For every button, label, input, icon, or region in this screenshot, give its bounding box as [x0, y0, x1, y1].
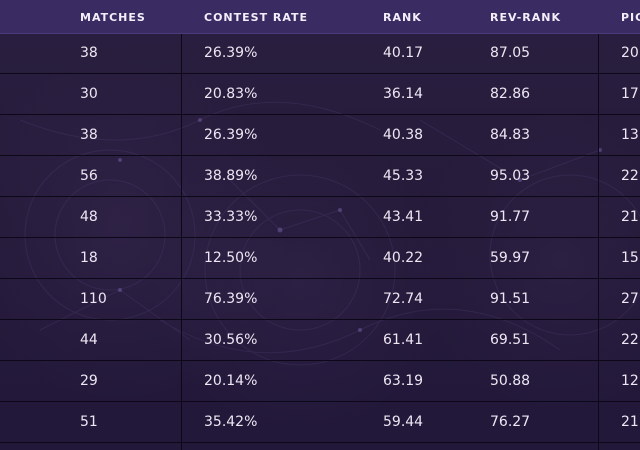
cell-contest-rate: 26.39% [204, 45, 258, 61]
table-row: 29 20.14% 63.19 50.88 12 [0, 361, 640, 402]
column-divider [181, 0, 182, 450]
cell-rev-rank: 59.97 [490, 250, 531, 266]
table-row: 51 35.42% 59.44 76.27 21 [0, 402, 640, 443]
table-body: 38 26.39% 40.17 87.05 20 30 20.83% 36.14… [0, 33, 640, 443]
table-row: 18 12.50% 40.22 59.97 15 [0, 238, 640, 279]
cell-rev-rank: 82.86 [490, 86, 531, 102]
cell-contest-rate: 33.33% [204, 209, 258, 225]
cell-rank: 40.17 [383, 45, 424, 61]
cell-rank: 43.41 [383, 209, 424, 225]
cell-pick: 27 [621, 291, 639, 307]
cell-rev-rank: 91.51 [490, 291, 531, 307]
cell-matches: 29 [80, 373, 98, 389]
table-row: 56 38.89% 45.33 95.03 22 [0, 156, 640, 197]
header-matches[interactable]: MATCHES [80, 11, 146, 24]
cell-pick: 21 [621, 414, 639, 430]
header-contest-rate[interactable]: CONTEST RATE [204, 11, 309, 24]
cell-matches: 48 [80, 209, 98, 225]
cell-contest-rate: 38.89% [204, 168, 258, 184]
cell-rank: 40.22 [383, 250, 424, 266]
cell-matches: 18 [80, 250, 98, 266]
cell-rev-rank: 69.51 [490, 332, 531, 348]
cell-rank: 45.33 [383, 168, 424, 184]
cell-rev-rank: 76.27 [490, 414, 531, 430]
cell-matches: 56 [80, 168, 98, 184]
cell-matches: 30 [80, 86, 98, 102]
cell-pick: 21 [621, 209, 639, 225]
table-header: MATCHES CONTEST RATE RANK REV-RANK PIC [0, 0, 640, 34]
table-row: 110 76.39% 72.74 91.51 27 [0, 279, 640, 320]
cell-rank: 63.19 [383, 373, 424, 389]
cell-rev-rank: 50.88 [490, 373, 531, 389]
header-pick[interactable]: PIC [621, 11, 640, 24]
cell-matches: 110 [80, 291, 107, 307]
table-row: 48 33.33% 43.41 91.77 21 [0, 197, 640, 238]
cell-matches: 51 [80, 414, 98, 430]
table-row: 38 26.39% 40.38 84.83 13 [0, 115, 640, 156]
cell-rank: 40.38 [383, 127, 424, 143]
cell-pick: 13 [621, 127, 639, 143]
cell-contest-rate: 30.56% [204, 332, 258, 348]
table-row: 38 26.39% 40.17 87.05 20 [0, 33, 640, 74]
cell-rank: 36.14 [383, 86, 424, 102]
cell-matches: 44 [80, 332, 98, 348]
column-divider [598, 0, 599, 450]
cell-contest-rate: 76.39% [204, 291, 258, 307]
cell-pick: 22 [621, 168, 639, 184]
cell-rev-rank: 84.83 [490, 127, 531, 143]
cell-rank: 61.41 [383, 332, 424, 348]
table-row: 30 20.83% 36.14 82.86 17 [0, 74, 640, 115]
cell-rev-rank: 87.05 [490, 45, 531, 61]
header-rev-rank[interactable]: REV-RANK [490, 11, 561, 24]
cell-pick: 20 [621, 45, 639, 61]
cell-rank: 72.74 [383, 291, 424, 307]
cell-contest-rate: 12.50% [204, 250, 258, 266]
cell-pick: 12 [621, 373, 639, 389]
cell-rev-rank: 95.03 [490, 168, 531, 184]
cell-rank: 59.44 [383, 414, 424, 430]
cell-contest-rate: 20.14% [204, 373, 258, 389]
table-row: 44 30.56% 61.41 69.51 22 [0, 320, 640, 361]
cell-contest-rate: 35.42% [204, 414, 258, 430]
cell-contest-rate: 26.39% [204, 127, 258, 143]
header-rank[interactable]: RANK [383, 11, 422, 24]
cell-matches: 38 [80, 127, 98, 143]
cell-pick: 15 [621, 250, 639, 266]
cell-matches: 38 [80, 45, 98, 61]
cell-pick: 22 [621, 332, 639, 348]
cell-rev-rank: 91.77 [490, 209, 531, 225]
cell-contest-rate: 20.83% [204, 86, 258, 102]
cell-pick: 17 [621, 86, 639, 102]
